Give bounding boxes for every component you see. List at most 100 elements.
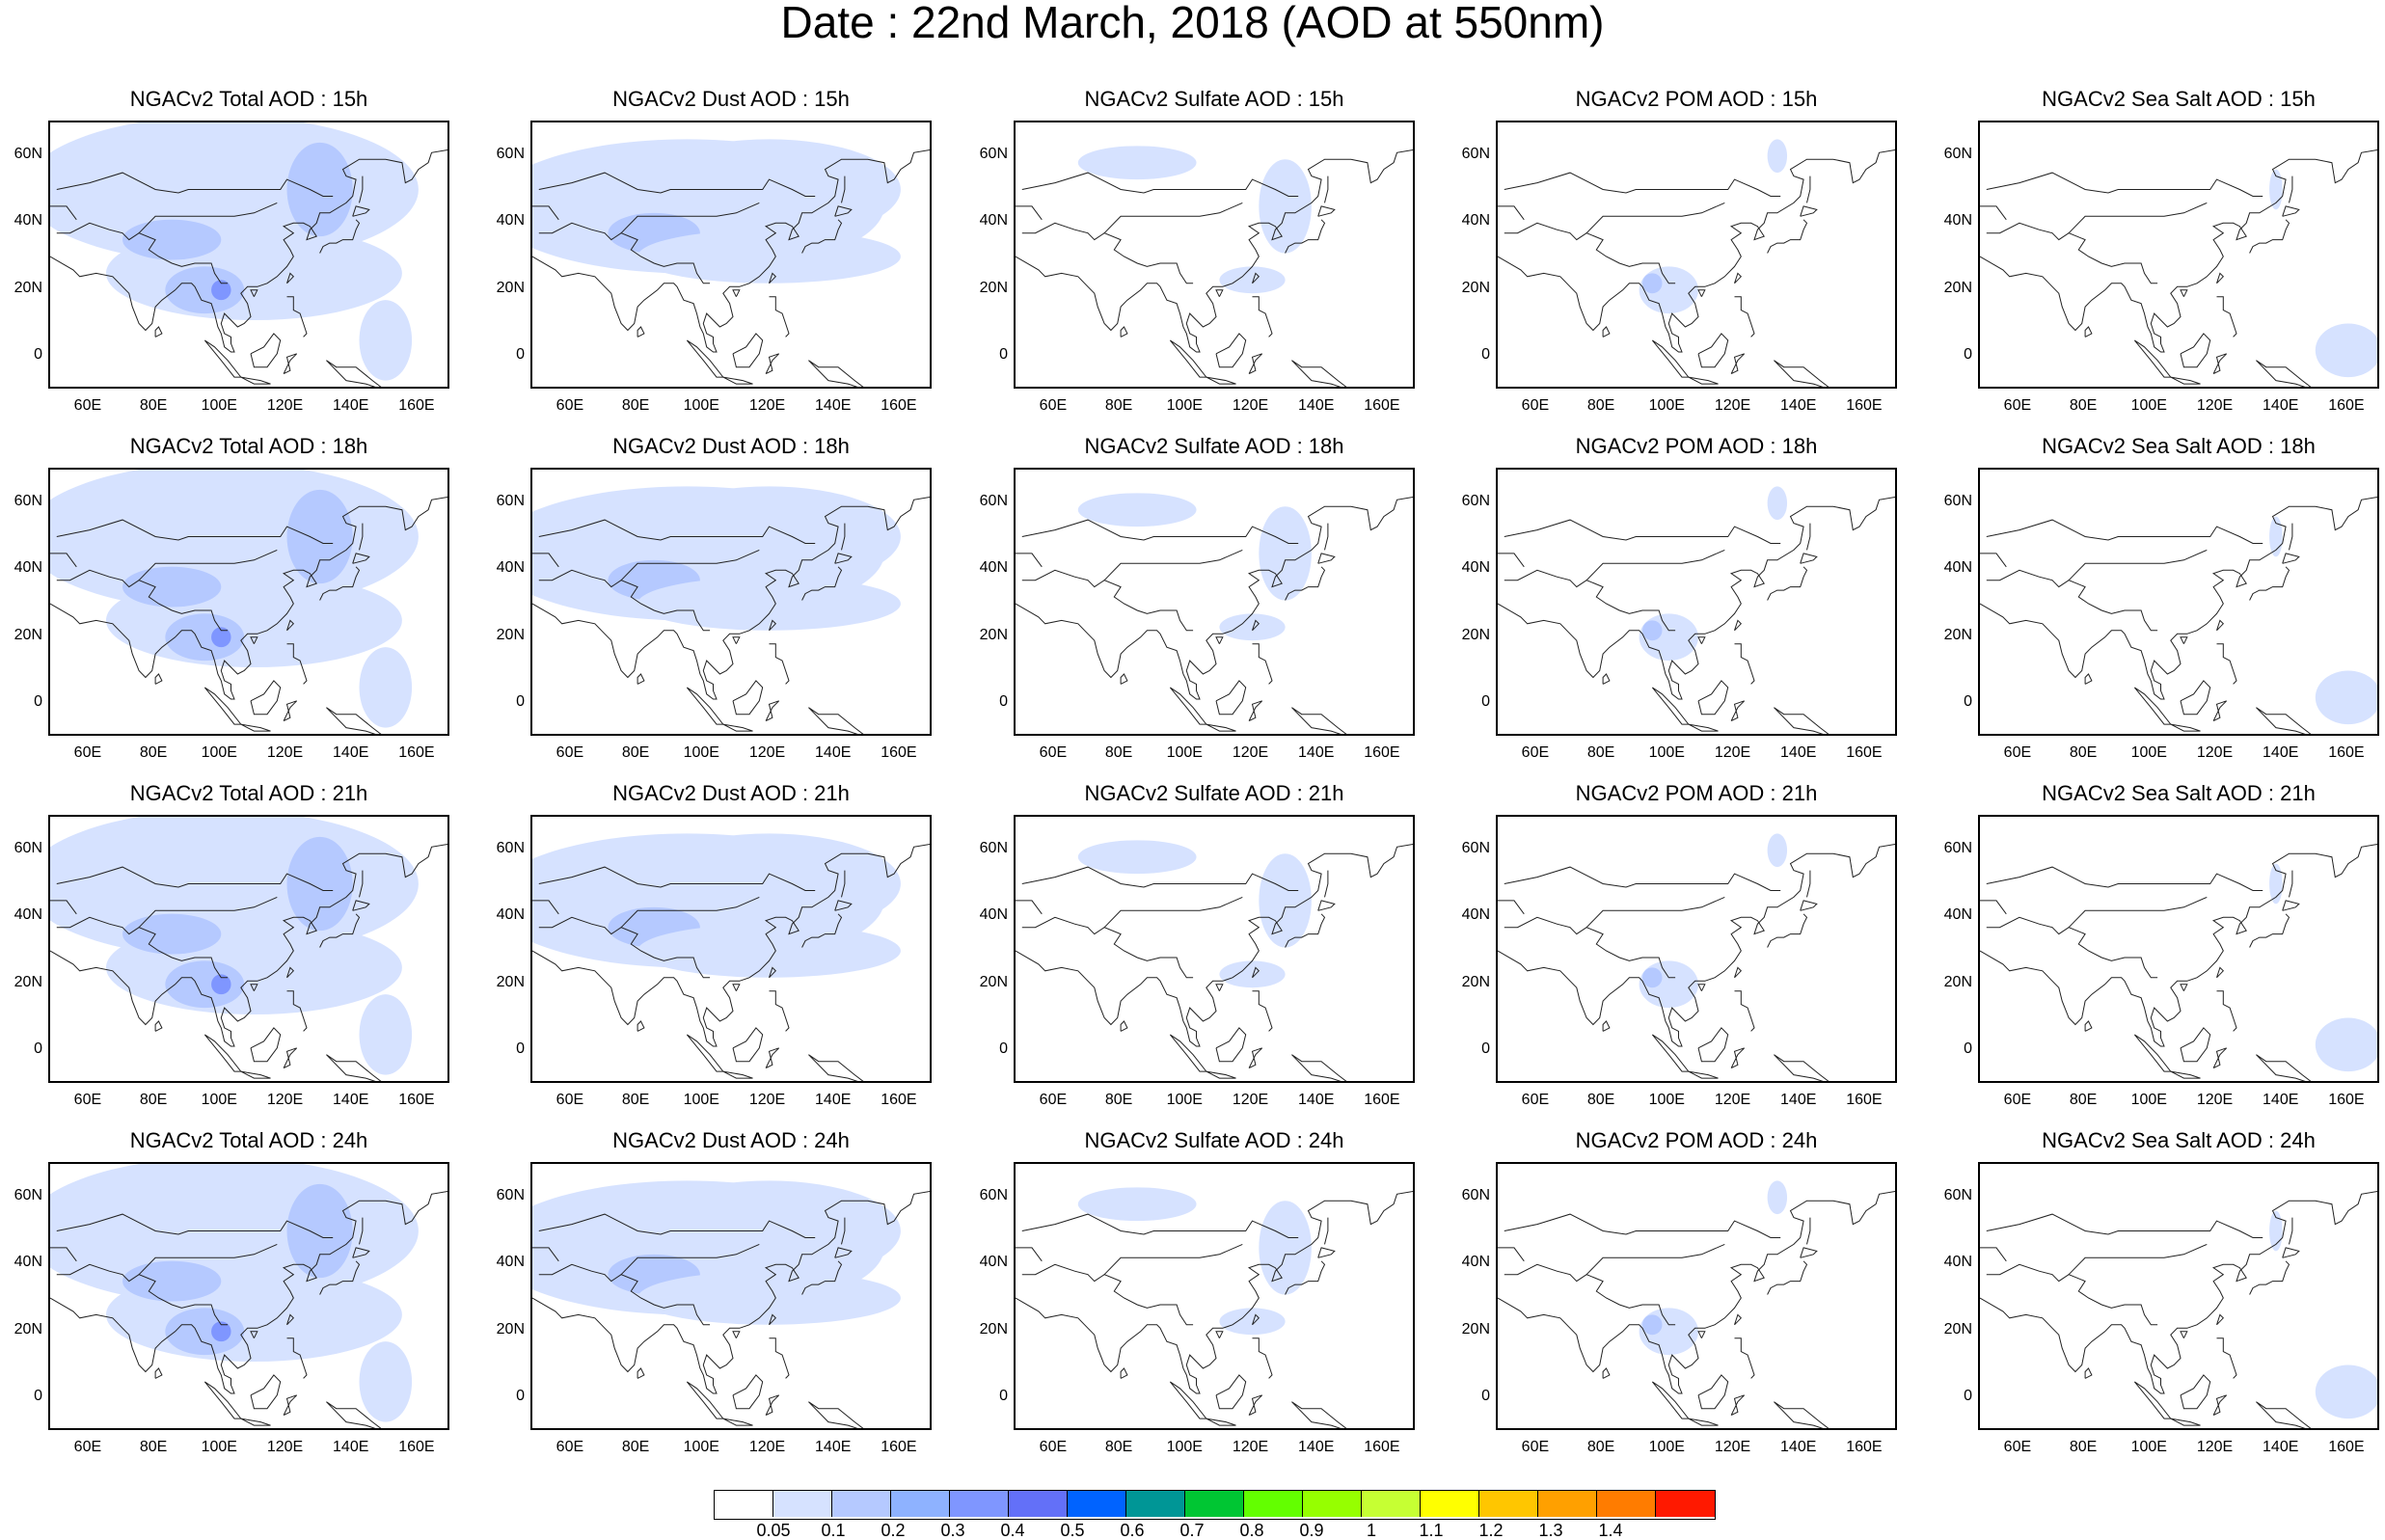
coastline xyxy=(1317,900,1336,911)
y-tick-label: 40N xyxy=(979,212,1008,230)
colorbar-box xyxy=(950,1491,1009,1517)
coastline xyxy=(1291,1054,1347,1081)
coastline xyxy=(352,900,370,911)
x-tick-label: 60E xyxy=(73,397,102,414)
y-tick-label: 20N xyxy=(14,626,42,643)
coastline xyxy=(1730,700,1746,722)
colorbar-label: 0.05 xyxy=(756,1521,791,1540)
x-tick-label: 120E xyxy=(748,1092,786,1108)
x-tick-label: 100E xyxy=(201,1439,237,1455)
coastline xyxy=(1120,673,1128,685)
y-tick-label: 60N xyxy=(496,1186,525,1203)
colorbar-box xyxy=(1185,1491,1244,1517)
panel-title: NGACv2 Sulfate AOD : 18h xyxy=(1084,434,1344,458)
coastline xyxy=(2249,219,2290,254)
coastline xyxy=(2133,1381,2172,1419)
colorbar-label: 0.4 xyxy=(1000,1521,1025,1540)
aod-field xyxy=(637,230,901,284)
aod-field xyxy=(2315,1017,2377,1072)
coastline xyxy=(2084,326,2093,338)
x-tick-label: 140E xyxy=(2263,744,2299,761)
coastline xyxy=(620,549,760,581)
coastline xyxy=(352,1247,370,1258)
coastline xyxy=(326,1054,382,1081)
aod-field xyxy=(359,647,413,728)
coastline xyxy=(2249,566,2290,601)
coastline xyxy=(1688,723,1719,732)
colorbar-label: 1.3 xyxy=(1538,1521,1563,1540)
coastline xyxy=(1980,843,2377,1047)
coastline xyxy=(50,205,77,221)
coastline xyxy=(620,202,760,234)
coastline xyxy=(1800,900,1818,911)
x-tick-label: 60E xyxy=(2003,1439,2032,1455)
x-tick-label: 120E xyxy=(1232,744,1269,761)
coastline xyxy=(203,1034,242,1072)
coastline xyxy=(1206,1418,1236,1426)
aod-field xyxy=(1219,960,1286,988)
coastline xyxy=(732,984,741,991)
coastline xyxy=(1291,1401,1347,1428)
coastline xyxy=(138,549,278,581)
coastline xyxy=(1291,707,1347,734)
coastline xyxy=(2180,1027,2211,1063)
panel-title: NGACv2 Total AOD : 15h xyxy=(129,87,368,111)
coastline xyxy=(532,1190,930,1394)
coastline xyxy=(286,272,295,284)
y-tick-label: 60N xyxy=(14,145,42,162)
aod-field xyxy=(1077,493,1197,527)
coastline xyxy=(1169,339,1207,378)
aod-field xyxy=(637,577,901,631)
coastline xyxy=(1651,1381,1690,1419)
coastline xyxy=(1651,339,1690,378)
x-tick-label: 140E xyxy=(333,1092,369,1108)
x-tick-label: 120E xyxy=(1714,397,1751,414)
coastline xyxy=(1021,519,1299,544)
coastline xyxy=(686,1034,724,1072)
coastline xyxy=(1697,333,1729,368)
y-tick-label: 20N xyxy=(1943,1320,1972,1337)
coastline xyxy=(1980,149,2377,353)
y-tick-label: 60N xyxy=(1943,839,1972,856)
coastline xyxy=(1206,376,1236,385)
y-tick-label: 60N xyxy=(496,492,525,509)
coastline xyxy=(1120,1367,1128,1379)
coastline xyxy=(722,723,753,732)
coastline xyxy=(1215,636,1224,644)
coastline xyxy=(240,1418,271,1426)
aod-field xyxy=(165,266,245,314)
coastline xyxy=(1252,619,1260,632)
coastline xyxy=(1285,219,1326,254)
coastline xyxy=(138,1243,278,1276)
y-tick-label: 20N xyxy=(979,1320,1008,1337)
coastline xyxy=(1504,172,1781,197)
coastline xyxy=(50,900,77,915)
coastline xyxy=(250,984,258,991)
aod-field xyxy=(637,833,901,934)
coastline xyxy=(1585,549,1725,581)
coastline xyxy=(620,1243,760,1276)
coastline xyxy=(286,990,308,1032)
coastline xyxy=(1585,1243,1725,1276)
coastline xyxy=(2084,673,2093,685)
colorbar-box xyxy=(773,1491,832,1517)
x-tick-label: 120E xyxy=(748,744,786,761)
coastline xyxy=(319,913,361,948)
coastline xyxy=(637,326,645,338)
coastline xyxy=(1016,843,1413,1047)
x-tick-label: 60E xyxy=(1039,1439,1068,1455)
coastline xyxy=(319,219,361,254)
coastline xyxy=(283,700,298,722)
coastline xyxy=(538,866,816,891)
coastline xyxy=(1602,1367,1611,1379)
coastline xyxy=(1767,566,1808,601)
coastline xyxy=(2180,680,2211,716)
x-tick-label: 60E xyxy=(73,744,102,761)
y-tick-label: 0 xyxy=(34,1388,42,1405)
x-tick-label: 140E xyxy=(333,744,369,761)
x-tick-label: 160E xyxy=(881,397,917,414)
coastline xyxy=(1498,205,1525,221)
coastline xyxy=(1730,1047,1746,1069)
x-tick-label: 160E xyxy=(1364,1092,1400,1108)
coastline xyxy=(722,376,753,385)
